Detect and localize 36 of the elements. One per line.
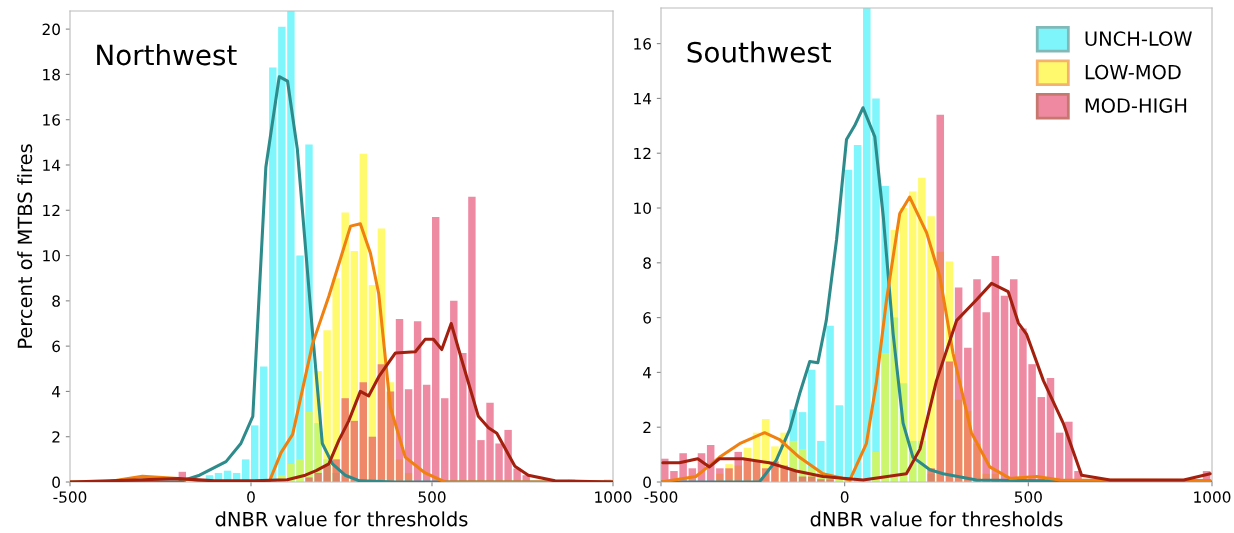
y-tick-label: 18	[43, 68, 60, 81]
text: Southwest	[687, 41, 832, 63]
y-tick-label: 4	[52, 386, 61, 398]
y-tick-label: 8	[52, 295, 60, 307]
y-tick-label: 8	[643, 257, 651, 269]
y-tick-label: 20	[42, 23, 60, 36]
y-tick-label: 14	[634, 93, 652, 105]
x-axis-title: dNBR value for thresholds	[810, 511, 1063, 527]
x-tick-label: 0	[247, 491, 255, 503]
legend-label: UNCH-LOW	[1085, 31, 1192, 46]
y-tick-label: 16	[43, 114, 61, 126]
y-tick-label: 4	[643, 367, 652, 379]
x-tick-label: -500	[644, 491, 678, 503]
x-axis-title: dNBR value for thresholds	[215, 511, 468, 527]
y-tick-label: 2	[643, 421, 651, 434]
x-tick-label: 500	[418, 491, 446, 503]
y-tick-label: 10	[43, 250, 60, 262]
y-tick-label: 10	[634, 202, 651, 215]
y-tick-label: 14	[43, 159, 61, 171]
x-tick-label: -500	[53, 491, 87, 503]
x-tick-label: 500	[1014, 491, 1042, 503]
y-tick-label: 2	[52, 431, 60, 443]
y-tick-label: 6	[643, 312, 652, 324]
y-tick-label: 0	[643, 476, 651, 489]
x-tick-label: 1000	[1194, 491, 1231, 503]
text: Northwest	[97, 43, 237, 66]
y-tick-label: 12	[43, 204, 60, 217]
y-tick-label: 12	[634, 147, 651, 160]
x-tick-label: 1000	[595, 491, 632, 503]
legend-label: MOD-HIGH	[1085, 98, 1187, 113]
y-tick-label: 0	[52, 476, 60, 489]
y-axis-title: Percent of MTBS fires	[17, 144, 33, 348]
x-tick-label: 0	[840, 491, 849, 503]
y-tick-label: 6	[52, 340, 61, 353]
y-tick-label: 16	[634, 38, 652, 50]
legend-label: LOW-MOD	[1085, 64, 1181, 80]
